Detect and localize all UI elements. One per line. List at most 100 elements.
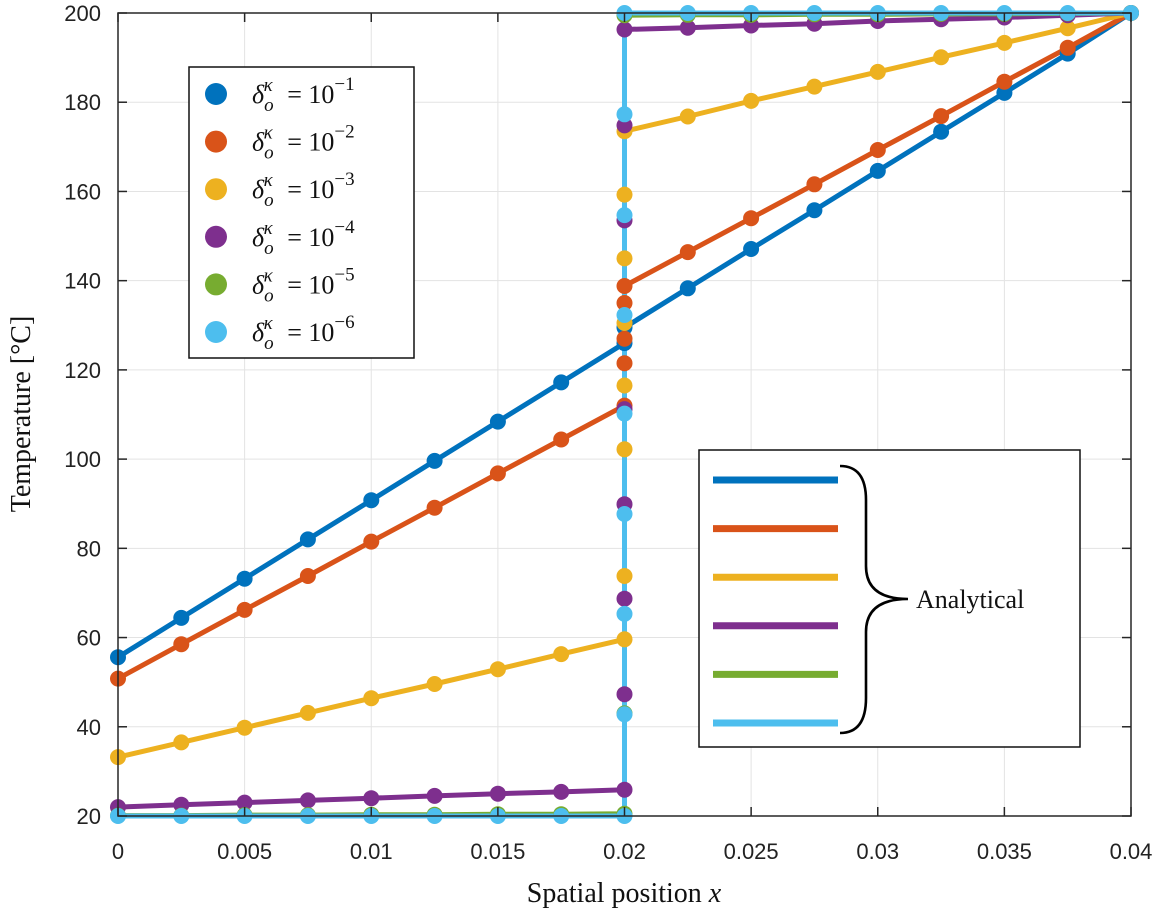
interface-point-series-6 <box>616 207 633 224</box>
data-point-series-3 <box>426 676 443 692</box>
legend-label: δoκ = 10−5 <box>252 264 355 306</box>
data-point-series-1 <box>173 609 190 626</box>
series-legend: δoκ = 10−1 δoκ = 10−2 δoκ = 10−3 δoκ = 10−4… <box>188 66 415 359</box>
x-tick-label: 0.01 <box>350 839 393 864</box>
interface-point-series-3 <box>616 441 633 458</box>
data-point-series-3 <box>996 34 1013 51</box>
data-point-series-2 <box>363 533 380 550</box>
data-point-series-4 <box>489 785 506 802</box>
y-tick-label: 40 <box>77 715 101 740</box>
data-point-series-2 <box>869 142 886 158</box>
data-point-series-2 <box>1059 39 1076 56</box>
x-tick-label: 0.035 <box>977 839 1032 864</box>
data-point-series-3 <box>616 631 633 648</box>
y-tick-label: 80 <box>77 536 101 561</box>
legend-entry-series-4: δoκ = 10−4 <box>205 217 355 259</box>
data-point-series-2 <box>299 568 316 584</box>
legend-entry-series-3: δoκ = 10−3 <box>205 169 355 211</box>
x-tick-label: 0.04 <box>1110 839 1153 864</box>
axis-ticks: 0 0.005 0.01 0.015 0.02 0.025 0.03 0.035 0.04 20 4… <box>64 1 1152 864</box>
data-point-series-4 <box>363 790 380 807</box>
legend-marker <box>205 178 227 201</box>
x-tick-label: 0.03 <box>856 839 899 864</box>
data-point-series-2 <box>173 636 190 653</box>
data-point-series-4 <box>616 21 633 38</box>
interface-point-series-4 <box>616 117 633 134</box>
data-point-series-1 <box>806 202 823 219</box>
data-point-series-4 <box>679 19 696 36</box>
legend-marker <box>205 225 227 248</box>
x-tick-label: 0 <box>112 839 124 864</box>
data-point-series-1 <box>933 123 950 140</box>
legend-label: δoκ = 10−2 <box>252 122 355 164</box>
interface-point-series-2 <box>616 330 633 347</box>
interface-point-series-6 <box>616 106 633 123</box>
y-tick-label: 160 <box>64 179 101 204</box>
legend-marker <box>205 130 227 153</box>
data-point-series-3 <box>363 690 380 707</box>
data-point-series-3 <box>489 661 506 678</box>
legend-entry-series-6: δoκ = 10−6 <box>205 312 355 354</box>
y-tick-label: 140 <box>64 269 101 294</box>
y-tick-label: 200 <box>64 1 101 26</box>
legend-marker <box>205 273 227 296</box>
interface-point-series-2 <box>616 355 633 372</box>
data-point-series-3 <box>553 646 570 663</box>
data-point-series-2 <box>933 108 950 125</box>
data-point-series-3 <box>869 63 886 80</box>
data-point-series-4 <box>299 792 316 809</box>
data-point-series-1 <box>236 570 253 587</box>
data-point-series-1 <box>426 452 443 469</box>
y-tick-label: 20 <box>77 804 101 829</box>
data-point-series-3 <box>806 78 823 95</box>
legend-entry-series-1: δoκ = 10−1 <box>205 74 355 116</box>
interface-point-series-3 <box>616 568 633 584</box>
x-axis-title: Spatial position x <box>527 878 722 909</box>
interface-point-series-4 <box>616 686 633 703</box>
x-tick-label: 0.015 <box>470 839 525 864</box>
interface-point-series-4 <box>616 590 633 607</box>
data-point-series-2 <box>743 210 760 227</box>
interface-point-series-2 <box>616 295 633 311</box>
data-point-series-4 <box>426 787 443 804</box>
interface-point-series-3 <box>616 186 633 203</box>
x-tick-label: 0.005 <box>217 839 272 864</box>
data-point-series-2 <box>679 244 696 261</box>
data-point-series-2 <box>489 465 506 482</box>
data-point-series-3 <box>236 719 253 736</box>
y-tick-label: 120 <box>64 358 101 383</box>
x-tick-label: 0.02 <box>603 839 646 864</box>
y-tick-label: 100 <box>64 447 101 472</box>
data-point-series-2 <box>553 431 570 448</box>
analytical-legend-box <box>698 449 1081 748</box>
data-point-series-1 <box>869 162 886 179</box>
data-point-series-3 <box>1059 20 1076 37</box>
data-point-series-2 <box>616 278 633 294</box>
data-markers <box>110 5 1139 824</box>
curly-brace <box>839 464 909 735</box>
data-point-series-2 <box>426 499 443 516</box>
data-point-series-1 <box>996 84 1013 101</box>
interface-point-series-6 <box>616 307 633 323</box>
data-point-series-4 <box>236 794 253 811</box>
legend-label: δoκ = 10−6 <box>252 312 355 354</box>
data-point-series-2 <box>236 601 253 618</box>
legend-label: δoκ = 10−4 <box>252 217 355 259</box>
data-point-series-1 <box>489 413 506 430</box>
data-point-series-3 <box>679 108 696 125</box>
data-point-series-2 <box>806 176 823 193</box>
data-point-series-3 <box>743 92 760 109</box>
legend-label: δoκ = 10−1 <box>252 74 355 116</box>
data-point-series-1 <box>553 374 570 391</box>
interface-point-series-6 <box>616 706 633 723</box>
data-point-series-2 <box>996 73 1013 90</box>
y-tick-label: 180 <box>64 90 101 115</box>
data-point-series-1 <box>363 492 380 509</box>
data-point-series-3 <box>173 734 190 751</box>
x-tick-label: 0.025 <box>724 839 779 864</box>
legend-label: δoκ = 10−3 <box>252 169 355 211</box>
interface-point-series-6 <box>616 405 633 422</box>
analytical-label: Analytical <box>916 585 1024 614</box>
interface-point-series-6 <box>616 605 633 622</box>
